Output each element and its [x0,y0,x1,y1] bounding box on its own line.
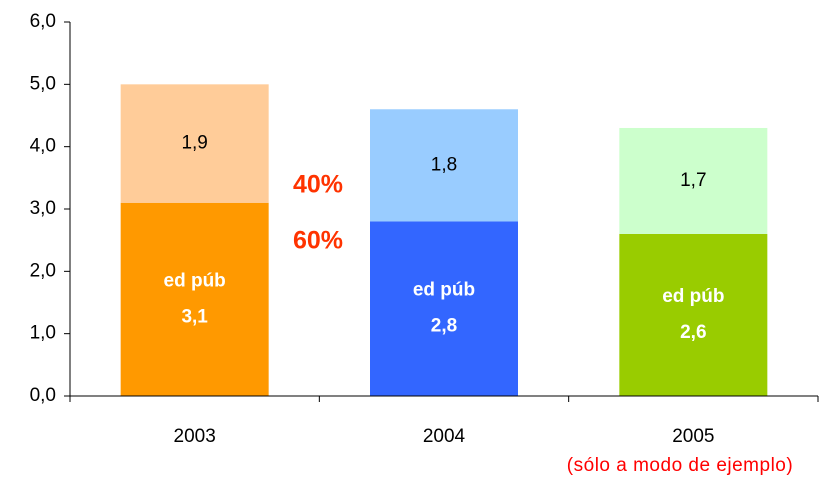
value-label: 2,6 [680,322,706,343]
y-tick-label: 5,0 [30,73,56,94]
y-tick-label: 6,0 [30,11,56,32]
annotation: (sólo a modo de ejemplo) [567,455,793,476]
value-label: 1,7 [680,170,706,191]
value-label: 1,8 [431,154,457,175]
bar-segment [619,233,768,396]
bar-segment [370,109,518,222]
y-tick-label: 0,0 [30,385,56,406]
value-label: 1,9 [181,133,207,154]
series-label: ed púb [662,286,724,307]
bar-segment [619,127,768,234]
annotation: 60% [293,227,343,255]
annotation: 40% [293,171,343,199]
value-label: 2,8 [431,316,457,337]
x-tick-label: 2004 [423,426,466,447]
y-tick-label: 1,0 [30,323,56,344]
x-tick-label: 2005 [672,426,714,447]
series-label: ed púb [413,280,475,301]
bar-segment [120,84,269,203]
bar-segment [370,221,518,396]
series-label: ed púb [164,270,226,291]
value-label: 3,1 [181,306,208,327]
bar-segment [120,202,269,396]
y-tick-label: 4,0 [30,136,56,157]
x-tick-label: 2003 [174,426,216,447]
y-tick-label: 3,0 [30,198,56,219]
y-tick-label: 2,0 [30,260,56,281]
